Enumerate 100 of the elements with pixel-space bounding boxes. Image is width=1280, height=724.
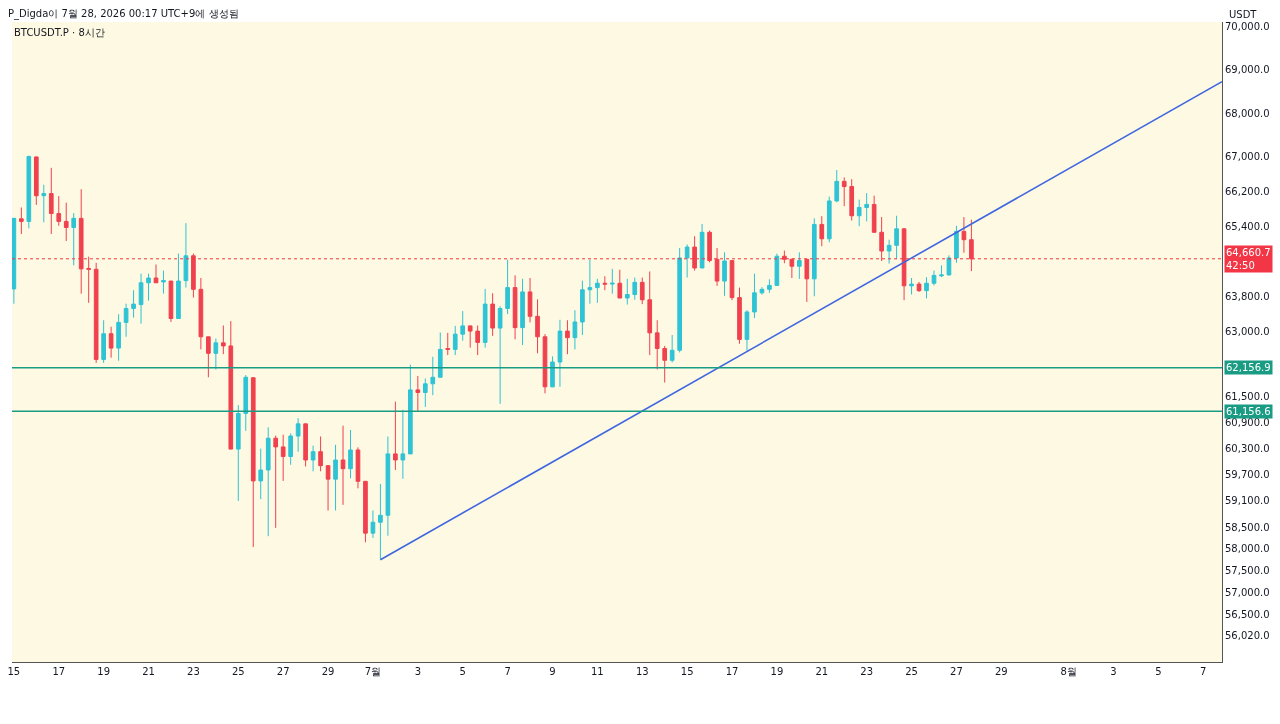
- candlestick: [71, 212, 77, 266]
- y-tick-label: 58,500.0: [1225, 521, 1270, 533]
- candlestick: [924, 276, 929, 299]
- y-tick-label: 67,000.0: [1225, 151, 1270, 163]
- x-tick-label: 27: [276, 666, 290, 677]
- y-tick-label: 56,020.0: [1225, 629, 1270, 641]
- candlestick: [871, 195, 877, 234]
- x-tick-label: 23: [860, 666, 874, 677]
- candlestick: [811, 217, 817, 297]
- x-tick-label: 3: [1110, 666, 1117, 677]
- x-tick-label: 7: [504, 666, 511, 677]
- candlestick: [819, 215, 825, 247]
- candlestick: [467, 325, 473, 349]
- candlestick: [662, 345, 668, 383]
- candlestick: [909, 277, 914, 296]
- ref-line-label: 61,156.6: [1226, 406, 1271, 417]
- x-tick-label: 11: [590, 666, 604, 677]
- candlestick: [632, 277, 638, 301]
- candlestick: [722, 251, 727, 297]
- x-tick-label: 8월: [1060, 666, 1077, 677]
- candlestick: [116, 313, 121, 362]
- candlestick: [318, 435, 323, 472]
- y-tick-label: 70,000.0: [1225, 20, 1270, 32]
- candlestick: [482, 288, 488, 349]
- x-tick-label: 15: [7, 666, 21, 677]
- x-tick-label: 21: [142, 666, 155, 677]
- candlestick: [774, 253, 780, 287]
- candlestick: [752, 273, 757, 319]
- candlestick: [490, 292, 495, 337]
- candlestick: [33, 156, 39, 206]
- candlestick: [527, 277, 533, 323]
- candlestick: [602, 275, 608, 291]
- ref-line-label: 64,660.7 42:50: [1226, 247, 1271, 271]
- candlestick: [744, 309, 750, 352]
- candlestick: [587, 259, 593, 305]
- candlestick: [408, 364, 413, 455]
- candlestick: [452, 325, 458, 356]
- candlestick: [415, 375, 421, 412]
- candlestick: [348, 429, 353, 479]
- candlestick: [295, 417, 301, 453]
- x-tick-label: 5: [459, 666, 466, 677]
- candlestick: [894, 215, 899, 260]
- candlestick: [280, 434, 286, 482]
- candlestick: [123, 303, 129, 338]
- x-tick-label: 7: [1200, 666, 1207, 677]
- candlestick: [931, 270, 937, 286]
- candlestick: [56, 195, 62, 227]
- y-tick-label: 60,300.0: [1225, 443, 1270, 455]
- x-tick-label: 25: [905, 666, 918, 677]
- text: P_Digda이 7월 28, 2026 00:17 UTC+9에 생성됨: [8, 8, 239, 20]
- candlestick: [939, 264, 944, 278]
- candlestick: [916, 281, 922, 293]
- x-tick-label: 3: [414, 666, 422, 677]
- y-tick-label: 61,500.0: [1225, 390, 1270, 402]
- candlestick: [63, 202, 69, 242]
- candlestick: [699, 223, 705, 269]
- y-axis-title: USDT: [1229, 9, 1258, 20]
- candlestick: [617, 269, 623, 299]
- candlestick: [886, 239, 892, 265]
- candlestick: [954, 225, 959, 264]
- candlestick: [841, 176, 847, 207]
- candlestick: [422, 378, 428, 408]
- candlestick: [41, 184, 47, 223]
- candlestick: [265, 426, 271, 537]
- candlestick: [572, 309, 578, 350]
- candlestick: [26, 155, 32, 229]
- candlestick: [475, 324, 481, 356]
- candlestick: [647, 270, 653, 356]
- candlestick: [512, 274, 518, 340]
- candlestick: [684, 243, 690, 279]
- candlestick: [12, 217, 17, 305]
- y-tick-label: 57,000.0: [1225, 586, 1270, 598]
- candlestick: [520, 278, 525, 346]
- x-tick-label: 5: [1155, 666, 1162, 677]
- candlestick: [48, 167, 54, 235]
- x-tick-label: 29: [321, 666, 335, 677]
- candlestick: [669, 334, 675, 363]
- candlestick: [550, 355, 555, 388]
- x-tick-label: 9: [549, 666, 556, 677]
- x-tick-label: 19: [97, 666, 111, 677]
- candlestick: [797, 251, 802, 280]
- candlestick: [228, 320, 234, 450]
- candlestick: [101, 319, 106, 364]
- candlestick: [176, 253, 181, 319]
- x-tick-label: 27: [950, 666, 963, 677]
- x-tick-label: 13: [635, 666, 649, 677]
- candlestick: [437, 331, 443, 378]
- candlestick: [460, 310, 466, 342]
- y-tick-label: 63,800.0: [1225, 290, 1270, 302]
- y-tick-label: 63,000.0: [1225, 325, 1270, 337]
- candlestick: [565, 319, 570, 355]
- candlestick: [393, 401, 398, 471]
- candlestick: [93, 262, 99, 364]
- x-tick-label: 23: [187, 666, 200, 677]
- candlestick: [138, 273, 144, 325]
- y-tick-label: 69,000.0: [1225, 64, 1270, 76]
- candlestick: [153, 264, 159, 284]
- candlestick: [333, 444, 338, 511]
- candlestick: [961, 216, 967, 254]
- candlestick: [370, 509, 376, 539]
